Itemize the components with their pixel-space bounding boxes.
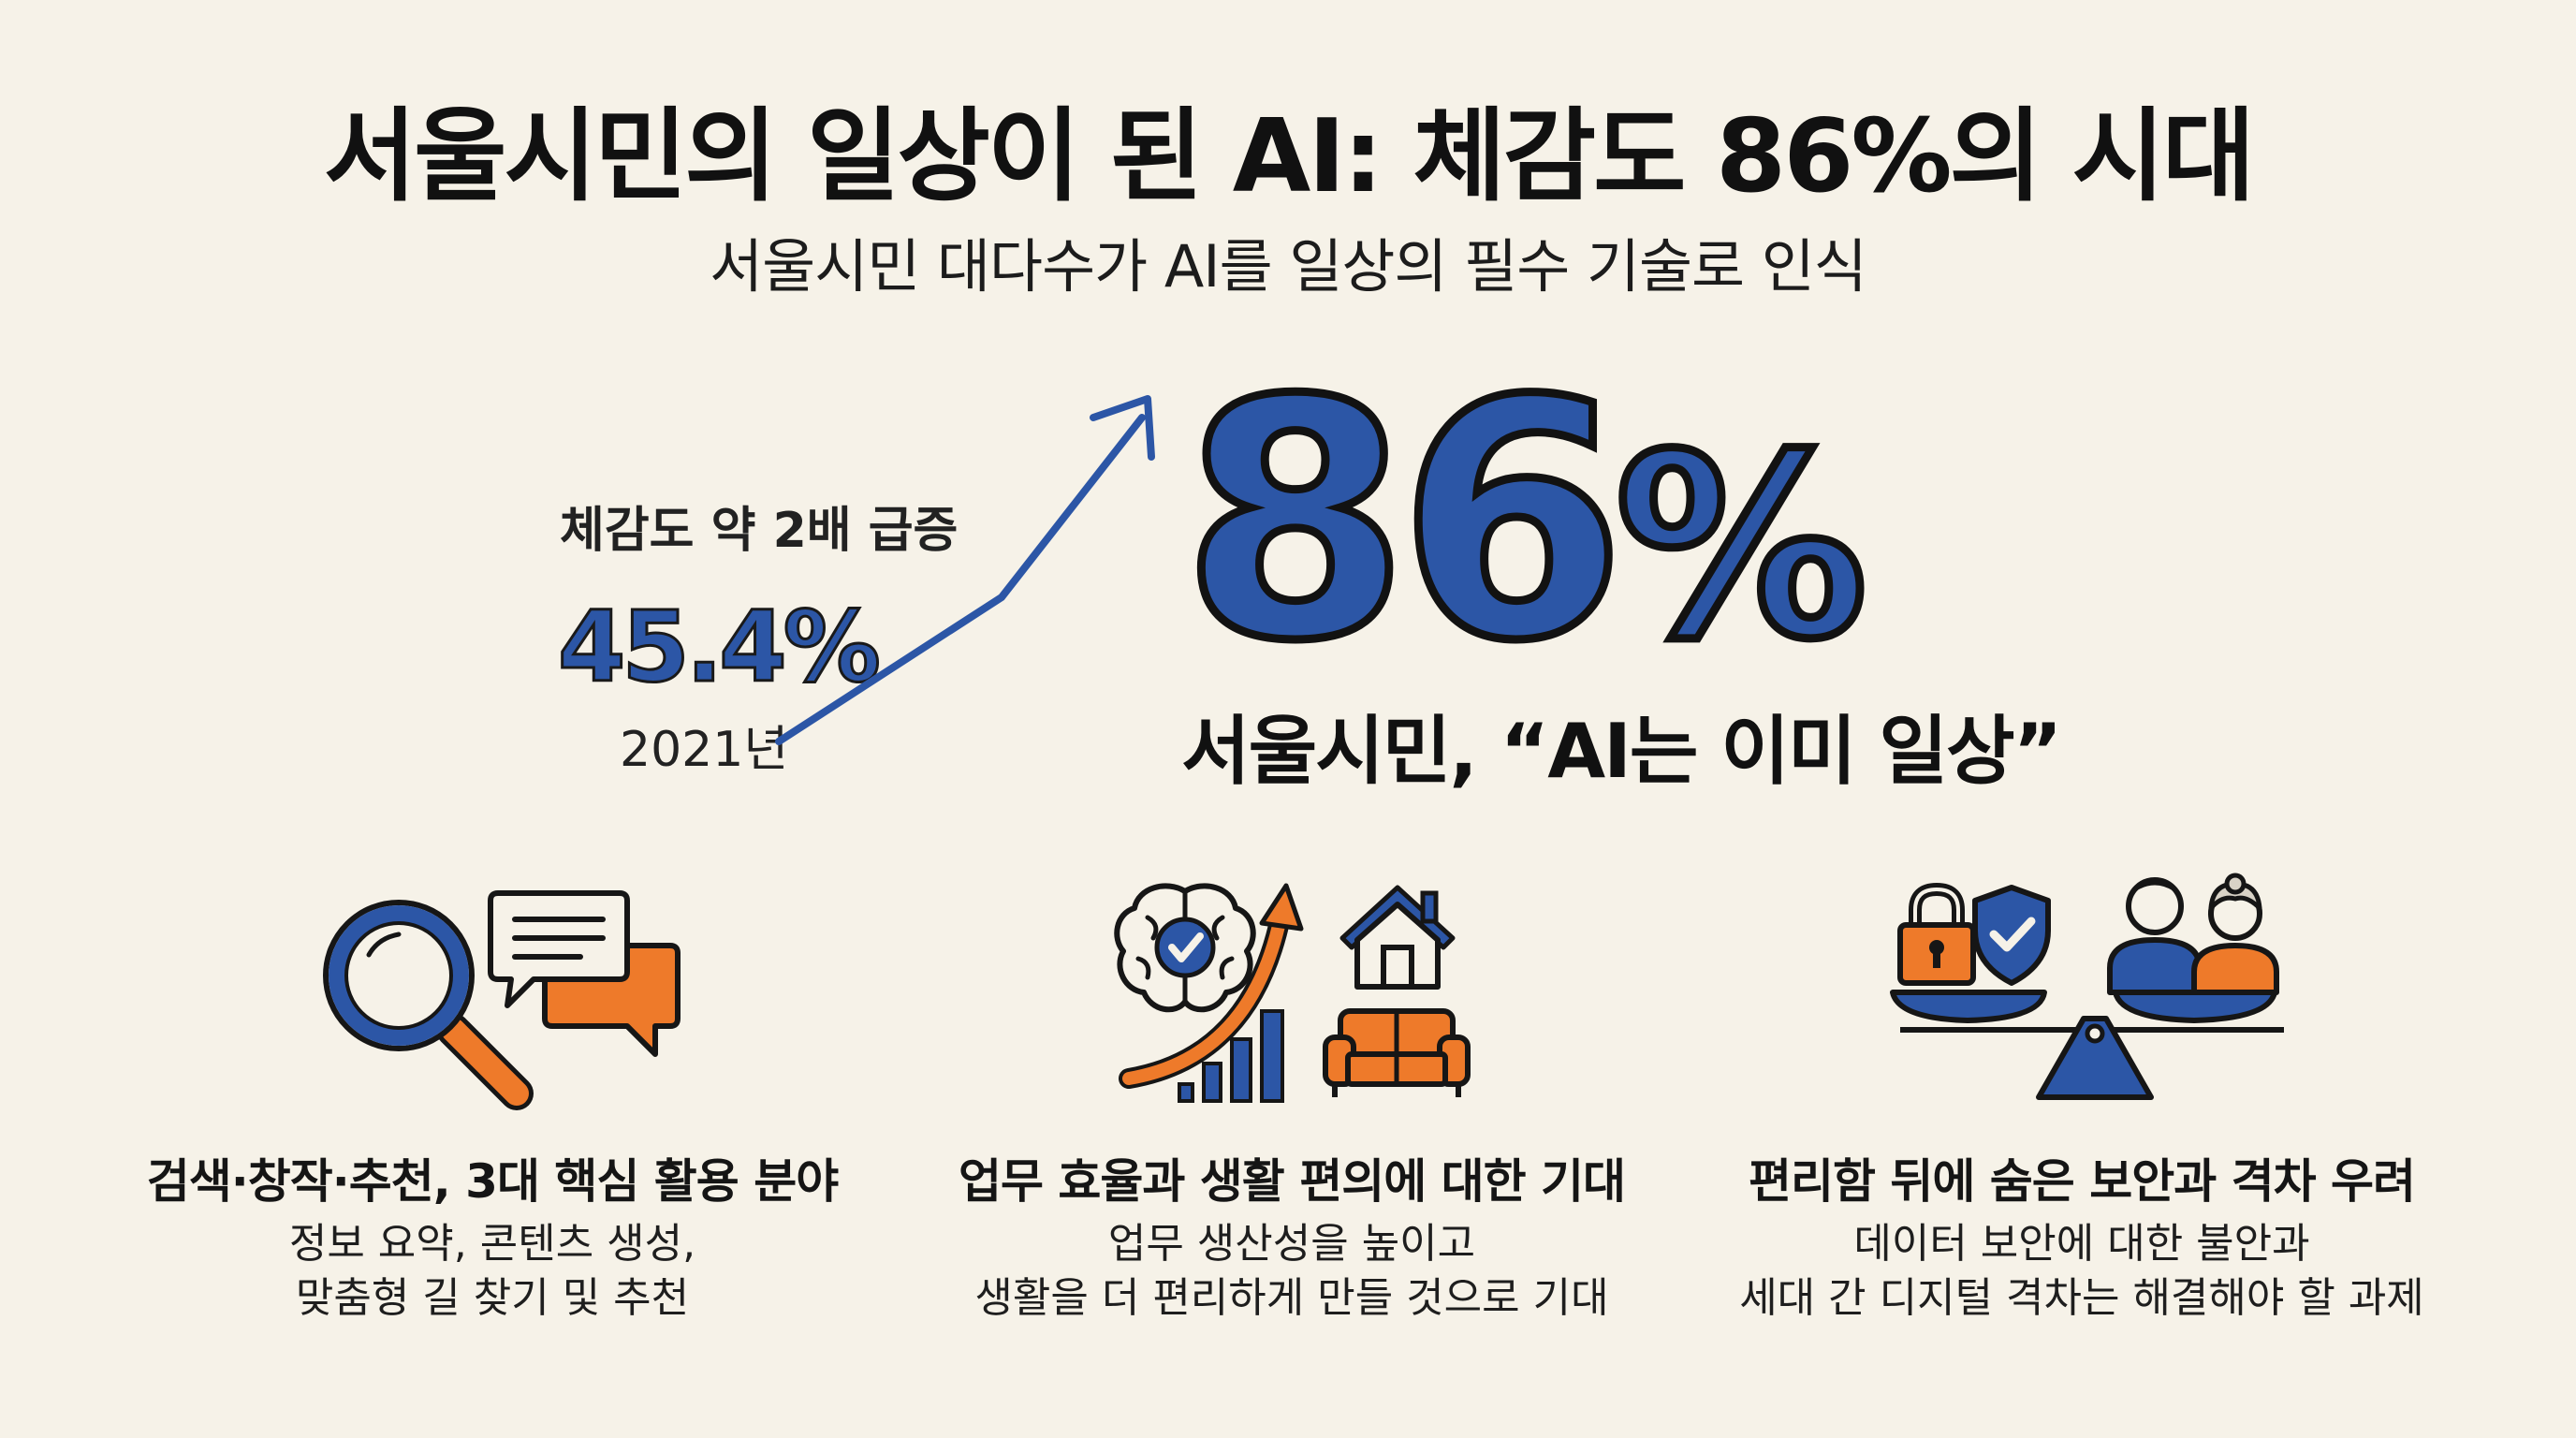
headline-quote: 서울시민, “AI는 이미 일상” bbox=[1181, 708, 2062, 795]
balance-scale-icon bbox=[1890, 990, 2284, 1100]
sofa-icon bbox=[1323, 1008, 1471, 1097]
previous-year: 2021년 bbox=[620, 722, 789, 778]
card-concern-title: 편리함 뒤에 숨은 보안과 격차 우려 bbox=[1748, 1154, 2416, 1209]
card-concern-desc-line1: 데이터 보안에 대한 불안과 bbox=[1853, 1220, 2310, 1268]
current-value: 86% bbox=[1177, 354, 1872, 690]
card-expectation-desc-line2: 생활을 더 편리하게 만들 것으로 기대 bbox=[974, 1274, 1609, 1322]
previous-value: 45.4% bbox=[557, 589, 883, 706]
card-usage-desc-line1: 정보 요약, 콘텐츠 생성, bbox=[288, 1220, 696, 1268]
padlock-icon bbox=[1897, 882, 1976, 986]
page-subtitle: 서울시민 대다수가 AI를 일상의 필수 기술로 인식 bbox=[710, 232, 1867, 301]
card-usage-title: 검색·창작·추천, 3대 핵심 활용 분야 bbox=[146, 1154, 839, 1209]
chat-bubbles-icon bbox=[488, 890, 681, 1057]
page-title: 서울시민의 일상이 된 AI: 체감도 86%의 시대 bbox=[323, 98, 2255, 215]
people-icon bbox=[2107, 873, 2279, 995]
card-expectation-title: 업무 효율과 생활 편의에 대한 기대 bbox=[958, 1154, 1626, 1209]
brain-icon bbox=[1114, 883, 1256, 1013]
shield-icon bbox=[1972, 885, 2051, 986]
current-value-number: 86 bbox=[1177, 330, 1630, 712]
current-value-unit: % bbox=[1611, 400, 1872, 695]
card-concern-desc-line2: 세대 간 디지털 격차는 해결해야 할 과제 bbox=[1739, 1274, 2424, 1322]
growth-chart-icon bbox=[1119, 883, 1304, 1103]
card-usage-desc-line2: 맞춤형 길 찾기 및 추천 bbox=[295, 1274, 690, 1322]
surge-label: 체감도 약 2배 급증 bbox=[560, 503, 959, 559]
magnifier-icon bbox=[323, 900, 534, 1110]
house-icon bbox=[1339, 885, 1456, 990]
card-expectation-desc-line1: 업무 생산성을 높이고 bbox=[1107, 1220, 1476, 1268]
